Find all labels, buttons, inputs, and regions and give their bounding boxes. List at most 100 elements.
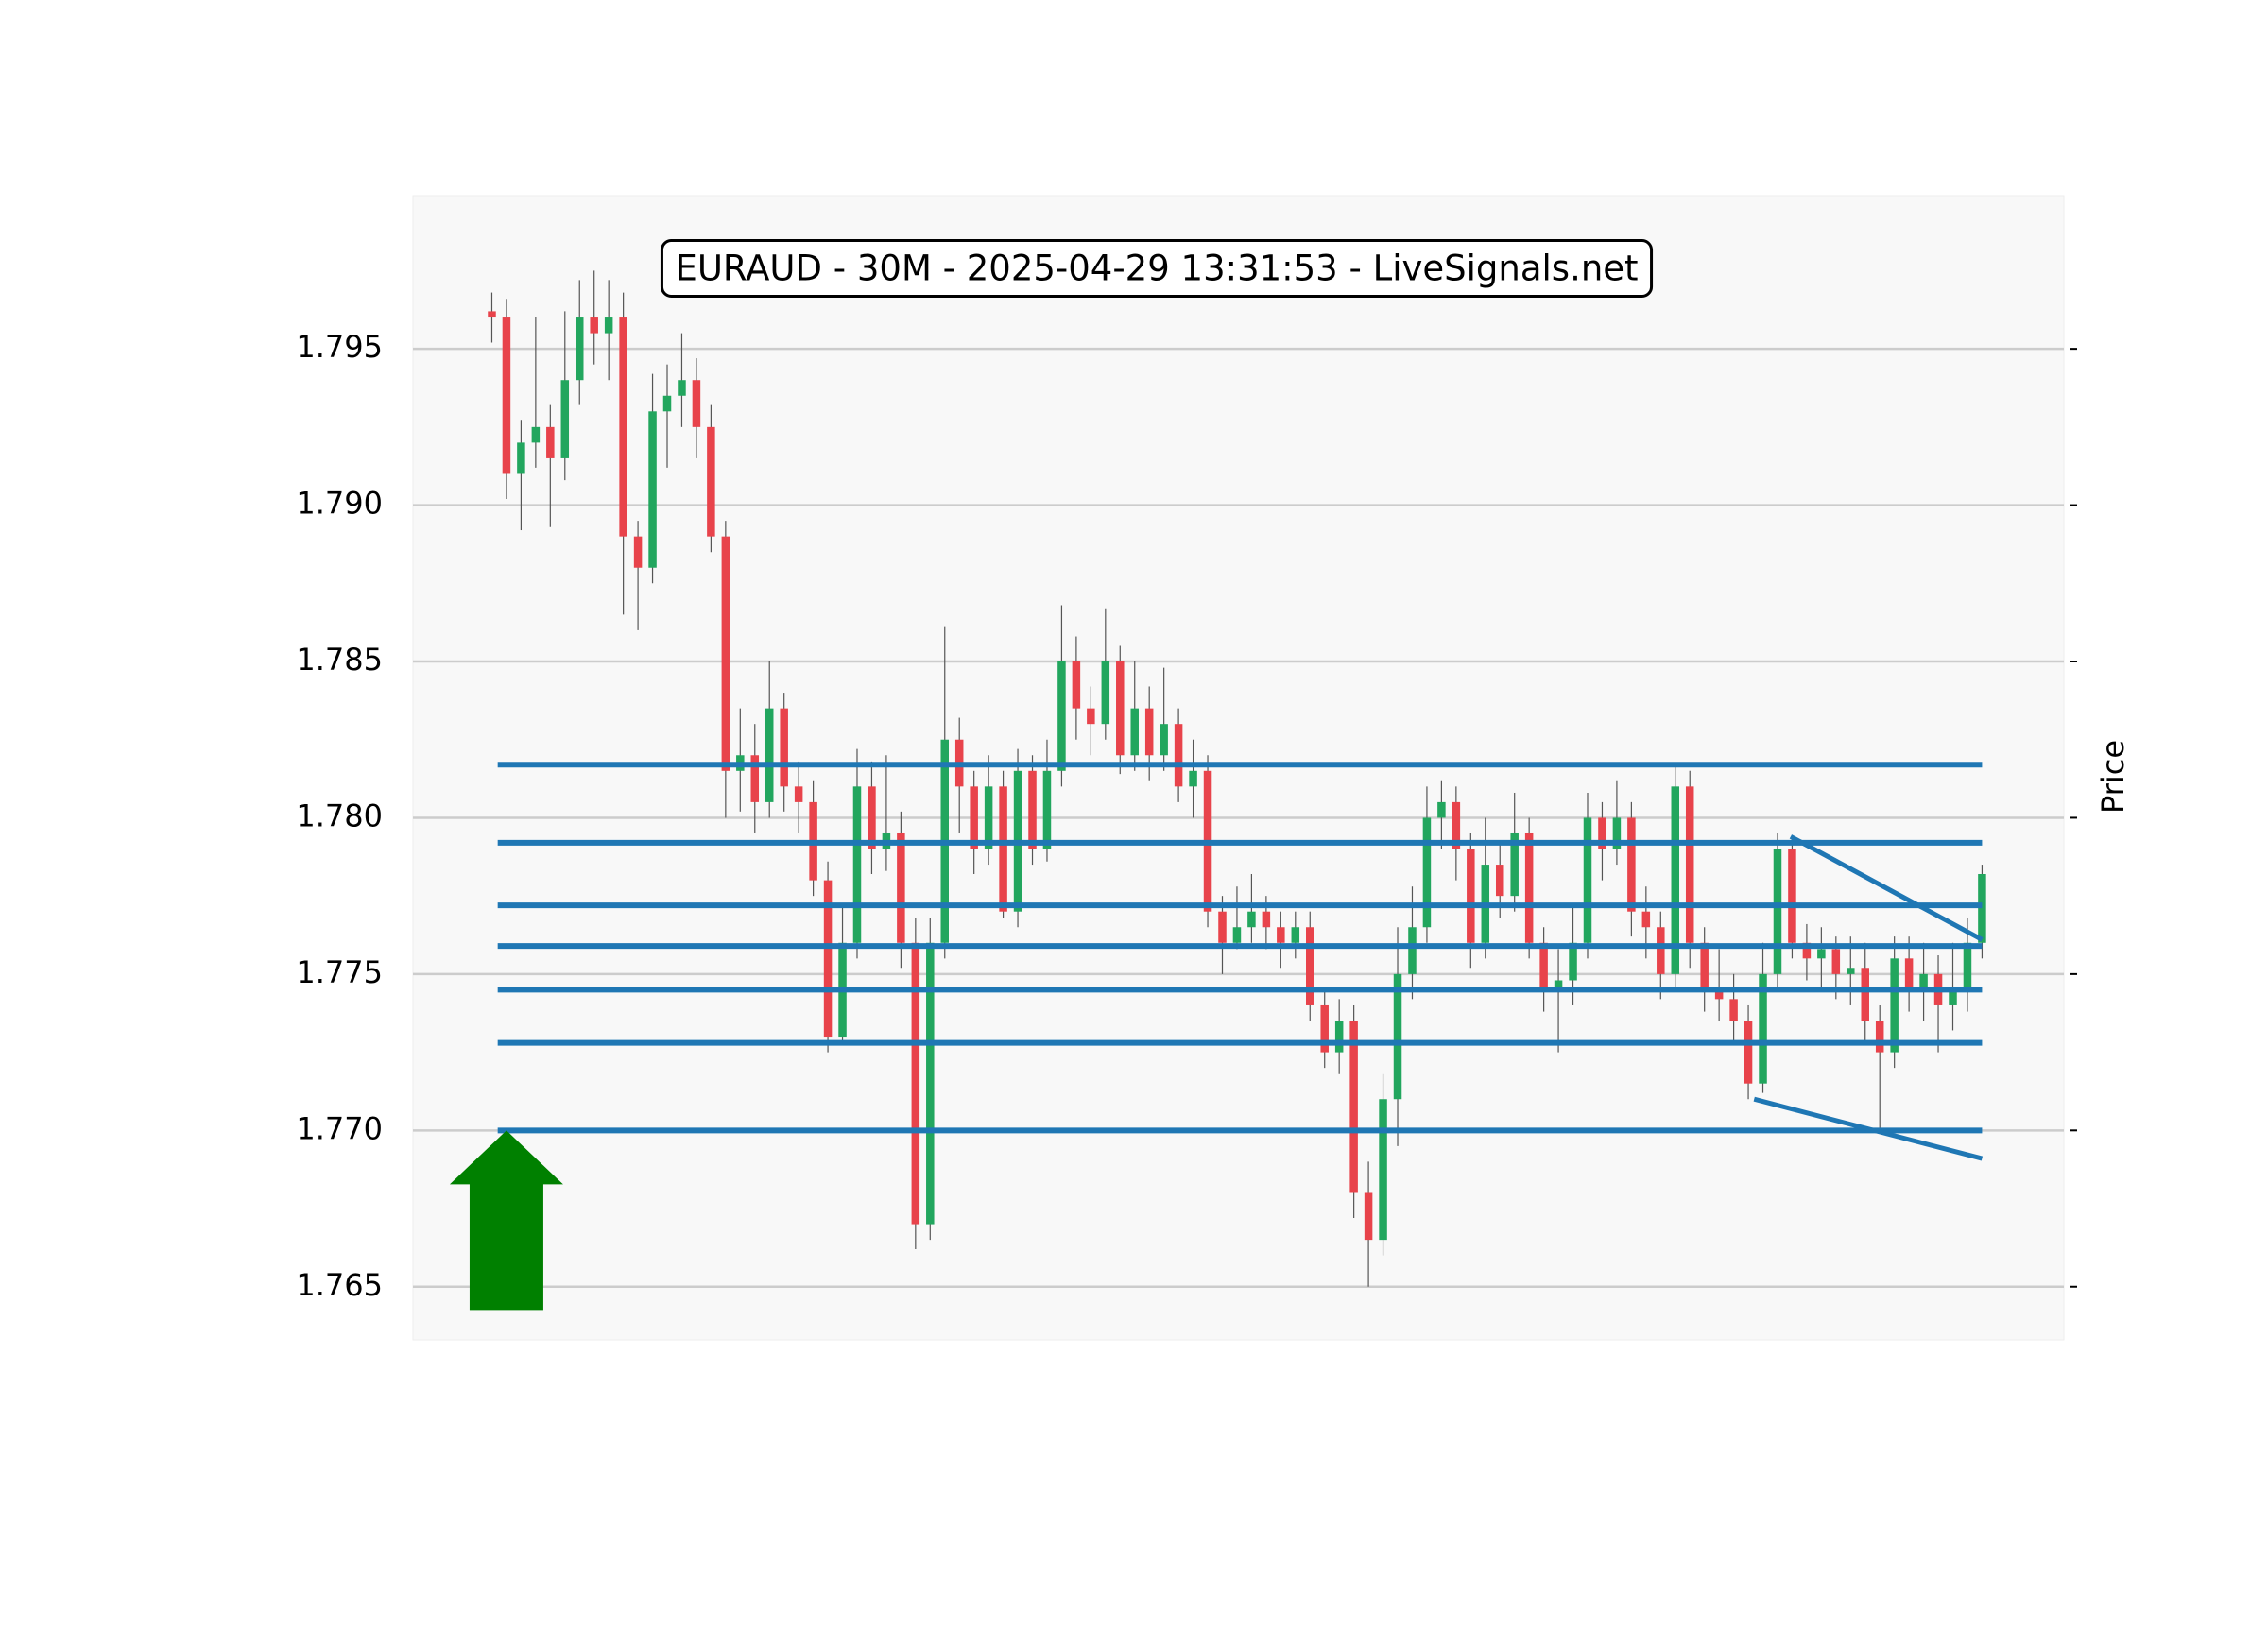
candle-body xyxy=(1379,1099,1387,1241)
candle-body xyxy=(1306,927,1314,1005)
candle-body xyxy=(1524,832,1534,943)
candle-body xyxy=(1554,980,1563,990)
candle-body xyxy=(1437,801,1446,818)
candle-body xyxy=(1978,873,1986,943)
candle-body xyxy=(604,317,613,334)
candle-body xyxy=(1847,968,1855,974)
candle-body xyxy=(590,317,598,334)
y-tick-label: 1.795 xyxy=(296,329,383,365)
candle-body xyxy=(517,442,525,474)
candle-body xyxy=(1277,927,1285,943)
candle-body xyxy=(1393,973,1402,1100)
candle-body xyxy=(1685,786,1694,943)
candle-body xyxy=(575,317,584,381)
y-tick-label: 1.790 xyxy=(296,486,383,522)
candle-body xyxy=(1963,942,1972,990)
candle-body xyxy=(1087,708,1095,725)
candle-body xyxy=(1890,958,1899,1053)
candle-body xyxy=(1408,927,1417,974)
y-tick-label: 1.770 xyxy=(296,1110,383,1146)
candle-body xyxy=(1218,911,1227,943)
chart-title: EURAUD - 30M - 2025-04-29 13:31:53 - Liv… xyxy=(675,249,1638,289)
candle-body xyxy=(633,536,643,568)
candle-body xyxy=(1612,817,1622,849)
candle-body xyxy=(1949,989,1957,1005)
candle-body xyxy=(1495,865,1504,897)
candle-body xyxy=(780,708,788,787)
candle-body xyxy=(897,832,905,943)
candle-body xyxy=(794,786,803,802)
candle-body xyxy=(678,380,686,396)
candle-body xyxy=(1291,927,1300,943)
candle-body xyxy=(1174,724,1183,787)
candle-body xyxy=(1116,661,1125,756)
candle-body xyxy=(1598,817,1606,849)
candle-body xyxy=(1861,968,1869,1021)
buy-arrow xyxy=(449,1130,563,1311)
candle-body xyxy=(1788,849,1796,943)
candle-body xyxy=(1802,942,1812,959)
candle-body xyxy=(1919,973,1928,990)
candle-body xyxy=(1773,849,1782,974)
candle-body xyxy=(1714,989,1724,1000)
candle-body xyxy=(1364,1192,1373,1241)
candle-body xyxy=(1160,724,1168,756)
candle-body xyxy=(1262,911,1271,928)
candle-body xyxy=(1729,999,1738,1021)
title-box xyxy=(660,239,1654,298)
candle-body xyxy=(502,317,511,474)
candle-body xyxy=(1232,927,1242,943)
overlays xyxy=(449,762,1984,1311)
candle-body xyxy=(1057,661,1066,771)
candle-body xyxy=(1904,958,1914,990)
candle-body xyxy=(1028,770,1037,849)
candle-body xyxy=(1700,942,1709,990)
candle-body xyxy=(1641,911,1651,928)
candle-body xyxy=(488,311,496,318)
candle-body xyxy=(531,426,541,443)
candle-body xyxy=(707,426,715,537)
candle-body xyxy=(1189,770,1197,787)
candle-body xyxy=(692,380,701,427)
candle-body xyxy=(1671,786,1680,974)
candle-body xyxy=(1539,942,1548,990)
candle-body xyxy=(1144,708,1154,756)
y-tick-label: 1.775 xyxy=(296,954,383,990)
candle-body xyxy=(1510,832,1519,897)
candle-body xyxy=(750,755,760,802)
candle-body xyxy=(1467,849,1475,943)
trend-line xyxy=(1753,1096,1984,1161)
candle-body xyxy=(1042,770,1052,849)
candle-body xyxy=(823,880,833,1038)
y-tick-label: 1.765 xyxy=(296,1267,383,1303)
candle-body xyxy=(1744,1021,1753,1084)
plot-area xyxy=(412,195,2065,1341)
candle-body xyxy=(546,426,555,458)
candle-body xyxy=(1334,1021,1344,1053)
candle-body xyxy=(926,942,935,1225)
candle-body xyxy=(765,708,774,802)
candle-body xyxy=(662,395,672,412)
y-tick-label: 1.785 xyxy=(296,642,383,678)
candle-body xyxy=(560,380,570,458)
candle-body xyxy=(1657,927,1665,974)
candle-body xyxy=(1627,817,1636,912)
candle-body xyxy=(1422,817,1432,928)
trend-line xyxy=(1789,834,1984,942)
candle-body xyxy=(911,942,920,1225)
candle-body xyxy=(1320,1004,1329,1053)
candle-body xyxy=(999,786,1007,912)
candle-body xyxy=(1349,1021,1358,1193)
candle-body xyxy=(721,536,730,771)
candle-body xyxy=(619,317,627,537)
candle-body xyxy=(648,411,657,568)
candle-body xyxy=(1817,949,1826,959)
candle-body xyxy=(1130,708,1139,756)
y-tick-label: 1.780 xyxy=(296,798,383,833)
candle-body xyxy=(984,786,993,849)
y-axis-label: Price xyxy=(2095,740,2131,814)
candle-body xyxy=(1583,817,1592,943)
candle-body xyxy=(1452,801,1461,849)
candle-body xyxy=(868,786,876,849)
